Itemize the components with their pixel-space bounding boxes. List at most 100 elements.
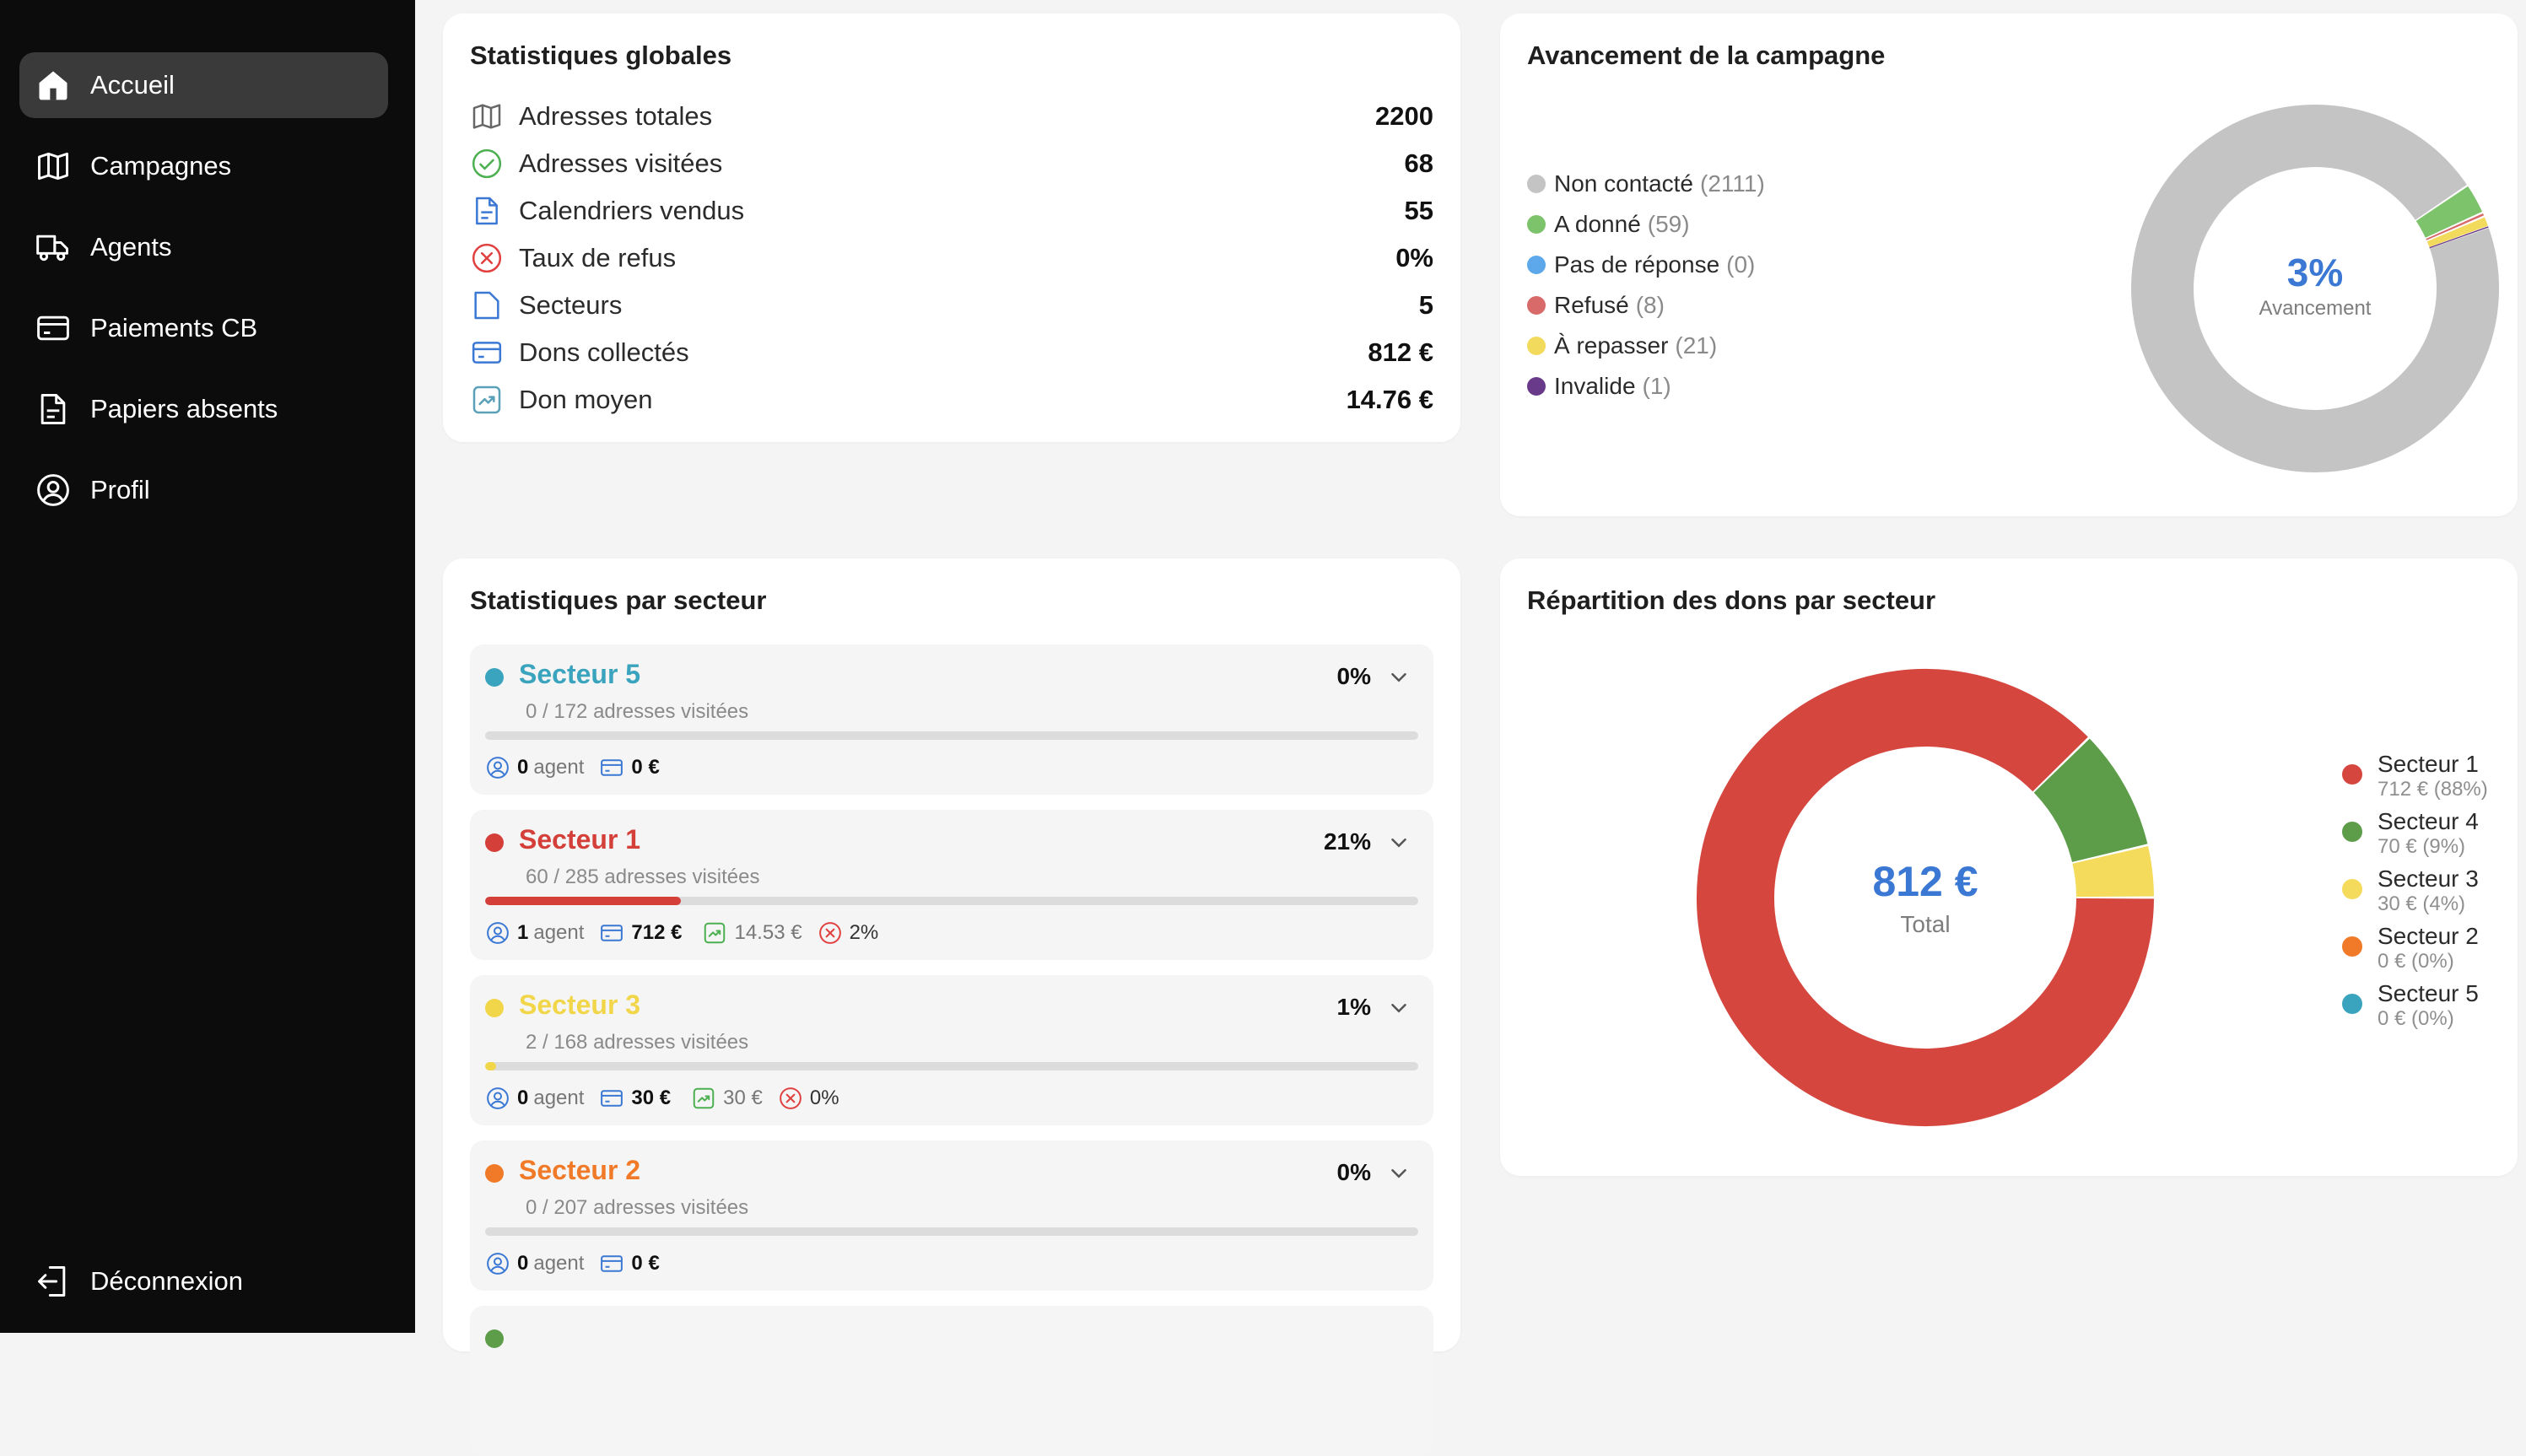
credit-card-icon xyxy=(35,310,72,347)
sector-refusal: 2% xyxy=(818,920,879,946)
sector-amount: 0 € xyxy=(599,755,664,780)
stat-value: 55 xyxy=(1405,196,1433,226)
legend-count: (1) xyxy=(1643,373,1671,400)
amount-value: 0 € xyxy=(631,1252,659,1275)
legend-dot xyxy=(1527,296,1546,315)
nav-label: Campagnes xyxy=(90,151,231,181)
sector-name: Secteur 2 xyxy=(519,1155,640,1186)
stat-value: 5 xyxy=(1419,290,1433,321)
legend-item-pas-de-reponse: Pas de réponse (0) xyxy=(1527,251,1755,278)
chevron-down-icon[interactable] xyxy=(1386,995,1411,1021)
sector-percent: 1% xyxy=(1337,994,1371,1021)
sector-visited: 0 / 207 adresses visitées xyxy=(526,1196,748,1220)
check-circle-icon xyxy=(470,147,504,181)
nav-item-accueil[interactable]: Accueil xyxy=(19,52,388,118)
nav-item-campagnes[interactable]: Campagnes xyxy=(19,133,388,199)
sector-dot xyxy=(485,1329,504,1348)
chevron-down-icon[interactable] xyxy=(1386,1161,1411,1186)
nav-label: Profil xyxy=(90,475,150,505)
legend-name: Secteur 4 xyxy=(2378,808,2479,835)
agent-label: agent xyxy=(533,756,584,779)
legend-item-a-repasser: À repasser (21) xyxy=(1527,332,1717,359)
sector-row-partial[interactable] xyxy=(470,1306,1433,1456)
sector-dot xyxy=(485,1164,504,1183)
legend-item-refuse: Refusé (8) xyxy=(1527,292,1665,319)
nav-label: Paiements CB xyxy=(90,313,257,343)
nav-item-profil[interactable]: Profil xyxy=(19,457,388,523)
legend-dot xyxy=(2342,936,2362,957)
sector-refusal: 0% xyxy=(778,1086,839,1111)
nav-item-paiements-cb[interactable]: Paiements CB xyxy=(19,295,388,361)
stat-label: Dons collectés xyxy=(519,337,1368,368)
stat-label: Secteurs xyxy=(519,290,1419,321)
legend-count: (59) xyxy=(1648,211,1690,238)
legend-dot xyxy=(1527,175,1546,193)
legend-label: Refusé xyxy=(1554,292,1629,319)
map-icon xyxy=(35,148,72,185)
user-circle-icon xyxy=(485,755,510,780)
amount-value: 0 € xyxy=(631,756,659,779)
stat-label: Taux de refus xyxy=(519,243,1395,273)
card-title: Statistiques par secteur xyxy=(470,585,766,616)
nav-item-agents[interactable]: Agents xyxy=(19,214,388,280)
legend-name: Secteur 3 xyxy=(2378,866,2479,892)
legend-detail: 30 € (4%) xyxy=(2378,892,2465,916)
logout-label: Déconnexion xyxy=(90,1266,243,1297)
sector-amount: 712 € xyxy=(599,920,687,946)
credit-card-icon xyxy=(599,1086,624,1111)
nav-label: Accueil xyxy=(90,70,175,100)
sector-amount: 30 € xyxy=(599,1086,676,1111)
refusal-value: 0% xyxy=(810,1087,839,1110)
sector-row-secteur-1[interactable]: Secteur 1 21% 60 / 285 adresses visitées… xyxy=(470,810,1433,960)
legend-dot xyxy=(1527,377,1546,396)
agent-count: 0 xyxy=(517,1087,528,1110)
legend-label: Invalide xyxy=(1554,373,1636,400)
sector-row-secteur-3[interactable]: Secteur 3 1% 2 / 168 adresses visitées 0… xyxy=(470,975,1433,1125)
stat-label: Don moyen xyxy=(519,385,1347,415)
sector-amount: 0 € xyxy=(599,1251,664,1276)
legend-detail: 70 € (9%) xyxy=(2378,835,2465,859)
trend-icon xyxy=(702,920,727,946)
sector-average: 30 € xyxy=(691,1086,763,1111)
sector-percent: 0% xyxy=(1337,663,1371,690)
sector-row-secteur-5[interactable]: Secteur 5 0% 0 / 172 adresses visitées 0… xyxy=(470,644,1433,795)
agent-label: agent xyxy=(533,1087,584,1110)
legend-label: Pas de réponse xyxy=(1554,251,1719,278)
stat-row-adresses-visitees: Adresses visitées 68 xyxy=(470,140,1433,187)
legend-item-non-contacte: Non contacté (2111) xyxy=(1527,170,1765,197)
legend-dot xyxy=(2342,879,2362,899)
nav-label: Agents xyxy=(90,232,172,262)
stat-value: 2200 xyxy=(1375,101,1433,132)
stat-row-don-moyen: Don moyen 14.76 € xyxy=(470,376,1433,423)
sector-progress-bar xyxy=(485,1062,1418,1070)
user-circle-icon xyxy=(485,920,510,946)
stat-value: 0% xyxy=(1395,243,1433,273)
home-icon xyxy=(35,67,72,104)
stat-row-calendriers-vendus: Calendriers vendus 55 xyxy=(470,187,1433,235)
user-circle-icon xyxy=(485,1251,510,1276)
card-title: Statistiques globales xyxy=(470,40,731,71)
legend-dot xyxy=(1527,256,1546,274)
sector-visited: 60 / 285 adresses visitées xyxy=(526,866,760,889)
user-circle-icon xyxy=(35,472,72,509)
refusal-value: 2% xyxy=(850,921,879,945)
chevron-down-icon[interactable] xyxy=(1386,830,1411,855)
sidebar: Accueil Campagnes Agents Paiements CB Pa… xyxy=(0,0,415,1333)
logout-button[interactable]: Déconnexion xyxy=(19,1248,388,1314)
campaign-progress-card: Avancement de la campagne Non contacté (… xyxy=(1500,13,2518,516)
legend-count: (0) xyxy=(1726,251,1755,278)
nav-item-papiers-absents[interactable]: Papiers absents xyxy=(19,376,388,442)
amount-value: 30 € xyxy=(631,1087,671,1110)
x-circle-icon xyxy=(818,920,843,946)
stat-row-secteurs: Secteurs 5 xyxy=(470,282,1433,329)
chevron-down-icon[interactable] xyxy=(1386,665,1411,690)
credit-card-icon xyxy=(470,336,504,369)
legend-detail: 712 € (88%) xyxy=(2378,778,2488,801)
amount-value: 712 € xyxy=(631,921,682,945)
credit-card-icon xyxy=(599,755,624,780)
stat-value: 68 xyxy=(1405,148,1433,179)
agent-count: 1 xyxy=(517,921,528,945)
sector-row-secteur-2[interactable]: Secteur 2 0% 0 / 207 adresses visitées 0… xyxy=(470,1141,1433,1291)
